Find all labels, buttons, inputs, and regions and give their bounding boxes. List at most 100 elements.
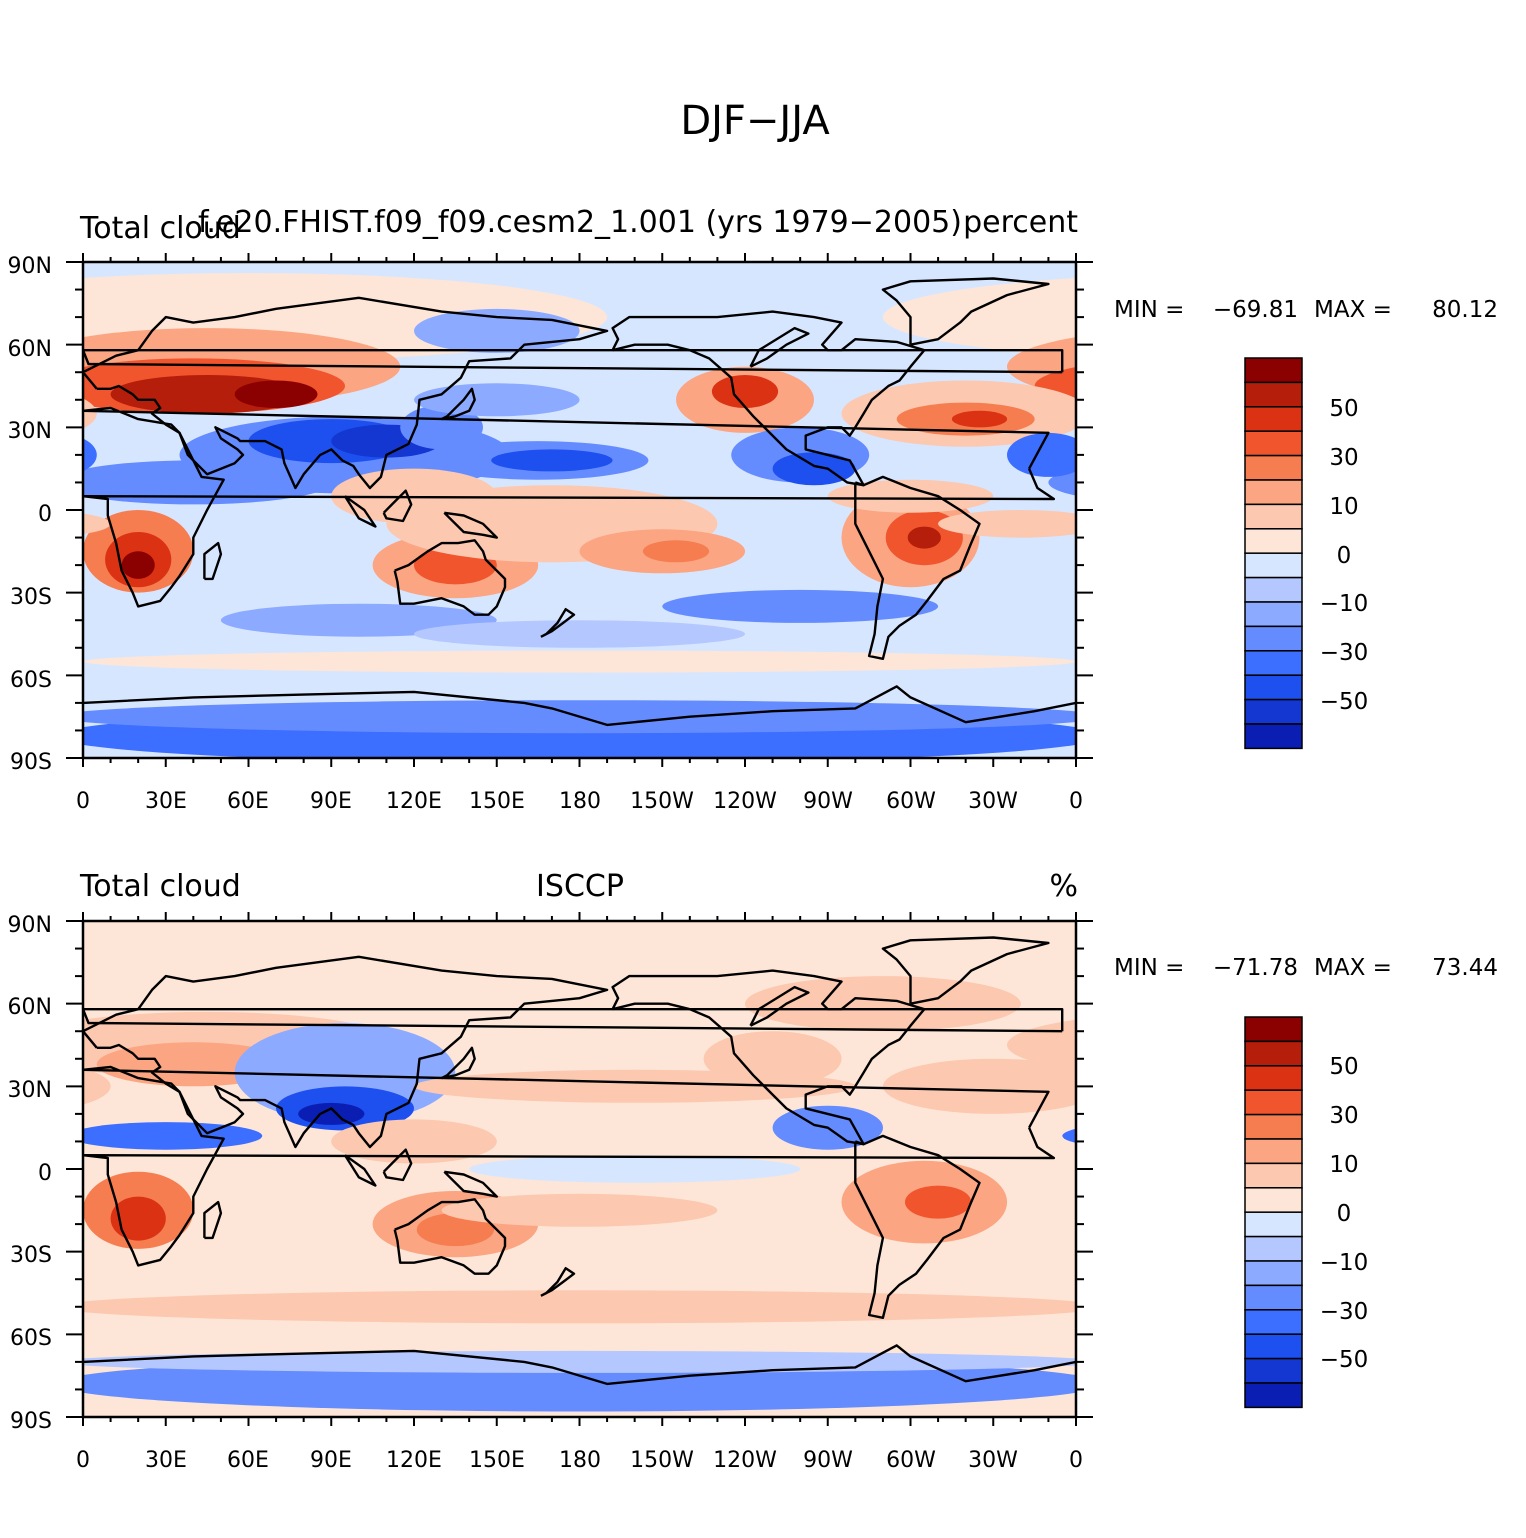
panel-1-coastline-8 — [203, 541, 223, 581]
panel-2-lon-90e: 90E — [310, 1448, 352, 1473]
panel-2-lon-150w: 150W — [630, 1448, 694, 1473]
panel-2-colorbar — [1244, 1016, 1303, 1409]
panel-2-anomaly-region-11-0 — [905, 1185, 972, 1219]
panel-1-lon-0: 0 — [76, 789, 90, 814]
panel-2-colorbar-box-5 — [1244, 1138, 1303, 1165]
panel-1-cbar-label-m30: −30 — [1320, 640, 1369, 666]
panel-2-anomaly-region-20-0 — [83, 1350, 1076, 1373]
panel-1-lon-120e: 120E — [386, 789, 442, 814]
panel-2: Total cloud ISCCP % 90N 60N 30N 0 30S 60… — [8, 869, 1498, 1473]
panel-1-anomaly-region-13-0 — [121, 551, 155, 579]
panel-2-coastline-1 — [83, 955, 609, 1149]
panel-2-colorbar-labels: 50 30 10 0 −10 −30 −50 — [1320, 1054, 1369, 1373]
panel-1-lat-60n: 60N — [8, 337, 52, 362]
panel-2-colorbar-box-0 — [1244, 1016, 1303, 1043]
panel-2-cbar-label-10: 10 — [1329, 1152, 1358, 1178]
panel-1-lon-labels: 0 30E 60E 90E 120E 150E 180 150W 120W 90… — [76, 789, 1083, 814]
panel-1-anomaly-region-11-2 — [1076, 510, 1186, 593]
panel-1-coastline-1 — [83, 296, 609, 490]
panel-1-lon-60e: 60E — [227, 789, 269, 814]
panel-2-lon-30e: 30E — [145, 1448, 187, 1473]
panel-1-max-value: 80.12 — [1432, 297, 1498, 323]
panel-1-anomaly-region-34-0 — [662, 589, 939, 623]
panel-2-coastline-4 — [854, 1134, 981, 1319]
panel-1-coastline-7 — [540, 608, 576, 638]
panel-1-min-value: −69.81 — [1213, 297, 1298, 323]
panel-2-lon-150e: 150E — [469, 1448, 525, 1473]
panel-2-colorbar-box-14 — [1244, 1357, 1303, 1384]
panel-1-anomaly-region-24-0 — [951, 410, 1008, 428]
panel-2-lon-60w: 60W — [886, 1448, 936, 1473]
panel-1-anomaly-region-22-1 — [83, 398, 97, 429]
panel-1-anomaly-region-28-0 — [827, 479, 994, 513]
panel-1-lat-30n: 30N — [8, 419, 52, 444]
panel-1-anomaly-region-31-1 — [83, 438, 97, 472]
panel-1-lon-60w: 60W — [886, 789, 936, 814]
panel-2-cbar-label-0: 0 — [1337, 1201, 1352, 1227]
panel-2-anomaly-region-15-0 — [414, 1069, 856, 1103]
panel-2-cbar-label-m30: −30 — [1320, 1299, 1369, 1325]
panel-2-min-value: −71.78 — [1213, 955, 1298, 981]
panel-1-colorbar-box-0 — [1244, 357, 1303, 384]
panel-1-anomaly-region-21-0 — [711, 375, 779, 408]
panel-1-anomaly-region-38-2 — [1048, 727, 1076, 745]
panel-2-anomaly-region-21-2 — [1048, 1301, 1076, 1313]
panel-1-ticks — [66, 253, 1093, 767]
panel-1-lat-0: 0 — [38, 502, 52, 527]
panel-1-colorbar-labels: 50 30 10 0 −10 −30 −50 — [1320, 396, 1369, 715]
panel-2-lon-0: 0 — [76, 1448, 90, 1473]
panel-1-colorbar-box-9 — [1244, 576, 1303, 603]
panel-1-anomaly-region-10-0 — [491, 449, 613, 472]
panel-2-anomaly-region-21-0 — [83, 1290, 1076, 1324]
panel-2-colorbar-box-10 — [1244, 1260, 1303, 1287]
panel-2-coastline-11 — [382, 1148, 413, 1182]
panel-1-coastline-12 — [443, 511, 498, 539]
panel-1-coastlines — [83, 277, 1076, 727]
panel-2-anomaly-region-6-2 — [1076, 1172, 1186, 1249]
panel-2-anomaly-region-21-1 — [83, 1301, 111, 1313]
panel-1: Total cloud f.e20.FHIST.f09_f09.cesm2_1.… — [8, 205, 1498, 814]
panel-1-cbar-label-50: 50 — [1329, 396, 1358, 422]
panel-1-anomaly-region-41-1 — [83, 513, 111, 535]
panel-2-left-label: Total cloud — [79, 869, 241, 904]
panel-2-coastline-0 — [83, 1065, 1056, 1267]
panel-1-colorbar — [1244, 357, 1303, 750]
panel-1-cbar-label-30: 30 — [1329, 445, 1358, 471]
panel-1-anomaly-region-36-0 — [414, 620, 745, 648]
panel-2-colorbar-box-1 — [1244, 1040, 1303, 1067]
panel-1-colorbar-box-4 — [1244, 454, 1303, 481]
panel-1-anomaly-region-40-0 — [414, 308, 580, 353]
panel-2-coastlines — [83, 936, 1076, 1386]
panel-1-map — [83, 262, 1186, 758]
panel-1-colorbar-box-15 — [1244, 723, 1303, 750]
panel-2-map — [83, 921, 1186, 1417]
panel-2-min-label: MIN = — [1114, 955, 1184, 981]
panel-1-anomaly-region-39-2 — [1048, 711, 1076, 722]
panel-2-max-label: MAX = — [1314, 955, 1392, 981]
panel-1-lat-60s: 60S — [10, 668, 52, 693]
panel-2-anomaly-region-18-0 — [331, 1119, 497, 1164]
panel-2-cbar-label-30: 30 — [1329, 1103, 1358, 1129]
panel-1-colorbar-box-14 — [1244, 698, 1303, 725]
panel-2-anomaly-region-13-0 — [883, 1058, 1076, 1114]
panel-1-coastline-0 — [83, 406, 1056, 608]
figure-title: DJF−JJA — [680, 98, 830, 144]
panel-1-cbar-label-m50: −50 — [1320, 689, 1369, 715]
panel-1-colorbar-box-5 — [1244, 479, 1303, 506]
panel-2-lon-0-end: 0 — [1069, 1448, 1083, 1473]
panel-2-colorbar-box-7 — [1244, 1187, 1303, 1213]
panel-1-colorbar-box-1 — [1244, 381, 1303, 408]
panel-2-right-label: % — [1049, 869, 1078, 904]
panel-1-anomaly-region-30-0 — [772, 452, 856, 486]
panel-2-coastline-3 — [611, 969, 926, 1146]
panel-2-colorbar-box-13 — [1244, 1333, 1303, 1360]
panel-1-anomaly-region-38-1 — [83, 727, 111, 745]
panel-2-anomaly-region-4-0 — [298, 1102, 365, 1125]
panel-2-lon-90w: 90W — [803, 1448, 853, 1473]
panel-2-cbar-label-50: 50 — [1329, 1054, 1358, 1080]
panel-2-lon-120e: 120E — [386, 1448, 442, 1473]
panel-1-cbar-label-m10: −10 — [1320, 591, 1369, 617]
panel-2-lon-60e: 60E — [227, 1448, 269, 1473]
panel-2-anomaly-region-5-2 — [1062, 1128, 1076, 1143]
panel-2-colorbar-box-15 — [1244, 1382, 1303, 1409]
